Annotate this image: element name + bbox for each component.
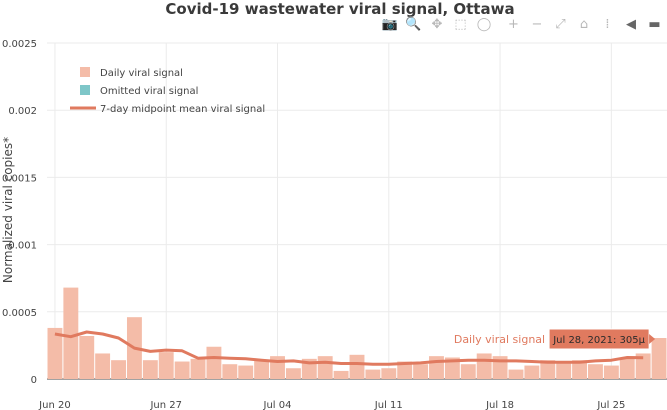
bar[interactable] (333, 370, 349, 379)
y-axis: 0 0.0005 0.001 0.0015 0.002 0.0025 (2, 39, 37, 386)
y-tick-label: 0.0025 (2, 39, 37, 50)
x-tick-label: Jul 25 (596, 400, 625, 410)
box-select-icon[interactable]: ⬚ (454, 17, 466, 32)
legend-label[interactable]: 7-day midpoint mean viral signal (100, 104, 265, 115)
camera-icon[interactable]: 📷 (382, 17, 398, 32)
bar[interactable] (111, 360, 126, 379)
y-tick-label: 0.002 (8, 106, 37, 117)
bar[interactable] (460, 364, 476, 379)
y-tick-label: 0.001 (8, 241, 37, 252)
modebar: 📷 🔍 ✥ ⬚ ◯ + − ⤢ ⌂ ⁞ ◀ ▬ (382, 15, 661, 32)
x-tick-label: Jun 27 (149, 400, 182, 410)
hover-compare-icon[interactable]: ▬ (648, 17, 660, 32)
y-tick-label: 0.0015 (2, 173, 37, 184)
mean-line (54, 330, 644, 366)
bar[interactable] (635, 353, 651, 379)
hover-series-label: Daily viral signal (454, 333, 545, 346)
bar[interactable] (524, 365, 540, 379)
x-tick-label: Jul 18 (485, 400, 514, 410)
bar[interactable] (651, 338, 667, 379)
bar[interactable] (556, 362, 572, 379)
legend-label[interactable]: Omitted viral signal (100, 86, 198, 97)
bar[interactable] (444, 357, 460, 379)
bar[interactable] (222, 364, 238, 379)
bar[interactable] (317, 356, 333, 379)
bar[interactable] (619, 358, 635, 379)
autoscale-icon[interactable]: ⤢ (555, 17, 565, 32)
bar[interactable] (174, 361, 190, 379)
legend: Daily viral signal Omitted viral signal 7-… (70, 67, 265, 115)
reset-axes-icon[interactable]: ⌂ (580, 17, 588, 32)
bar[interactable] (95, 353, 111, 379)
bar[interactable] (142, 360, 158, 379)
bar[interactable] (572, 360, 588, 379)
bar[interactable] (429, 356, 444, 379)
y-tick-label: 0.0005 (2, 308, 37, 319)
zoom-out-icon[interactable]: − (532, 17, 543, 32)
bar[interactable] (365, 369, 381, 379)
y-tick-label: 0 (31, 375, 37, 386)
y-axis-title: Normalized viral copies* (1, 137, 15, 283)
legend-label[interactable]: Daily viral signal (100, 68, 183, 79)
x-tick-label: Jul 11 (374, 400, 403, 410)
hover-tooltip-text: Jul 28, 2021: 305μ (552, 335, 645, 346)
bar[interactable] (413, 364, 429, 379)
bar[interactable] (603, 365, 619, 379)
bar[interactable] (238, 365, 254, 379)
hover-annotation: Jul 28, 2021: 305μ Daily viral signal (454, 328, 656, 350)
bar[interactable] (206, 346, 222, 379)
bar[interactable] (540, 360, 556, 379)
bar[interactable] (285, 368, 301, 379)
bar[interactable] (349, 354, 365, 379)
x-tick-label: Jun 20 (38, 400, 71, 410)
bar[interactable] (63, 287, 79, 379)
bar[interactable] (190, 358, 206, 379)
pan-icon[interactable]: ✥ (432, 17, 443, 32)
mean-line-path[interactable] (54, 330, 644, 366)
bar[interactable] (254, 360, 270, 379)
bar[interactable] (588, 364, 603, 379)
bar[interactable] (47, 327, 63, 379)
legend-swatch[interactable] (80, 85, 90, 95)
hover-closest-icon[interactable]: ◀ (626, 17, 636, 32)
bar[interactable] (397, 361, 413, 379)
bar[interactable] (508, 369, 524, 379)
zoom-in-icon[interactable]: + (508, 17, 519, 32)
zoom-icon[interactable]: 🔍 (405, 15, 421, 32)
hover-tooltip-arrow (649, 334, 656, 344)
x-axis: Jun 20 Jun 27 Jul 04 Jul 11 Jul 18 Jul 25 (38, 400, 625, 410)
lasso-select-icon[interactable]: ◯ (477, 17, 492, 32)
spike-lines-icon[interactable]: ⁞ (605, 17, 609, 32)
bar[interactable] (79, 335, 95, 379)
bar[interactable] (158, 352, 174, 379)
bar[interactable] (381, 368, 397, 379)
x-tick-label: Jul 04 (263, 400, 292, 410)
bar[interactable] (476, 353, 492, 379)
legend-swatch[interactable] (80, 67, 90, 77)
chart-title: Covid-19 wastewater viral signal, Ottawa (165, 0, 514, 18)
